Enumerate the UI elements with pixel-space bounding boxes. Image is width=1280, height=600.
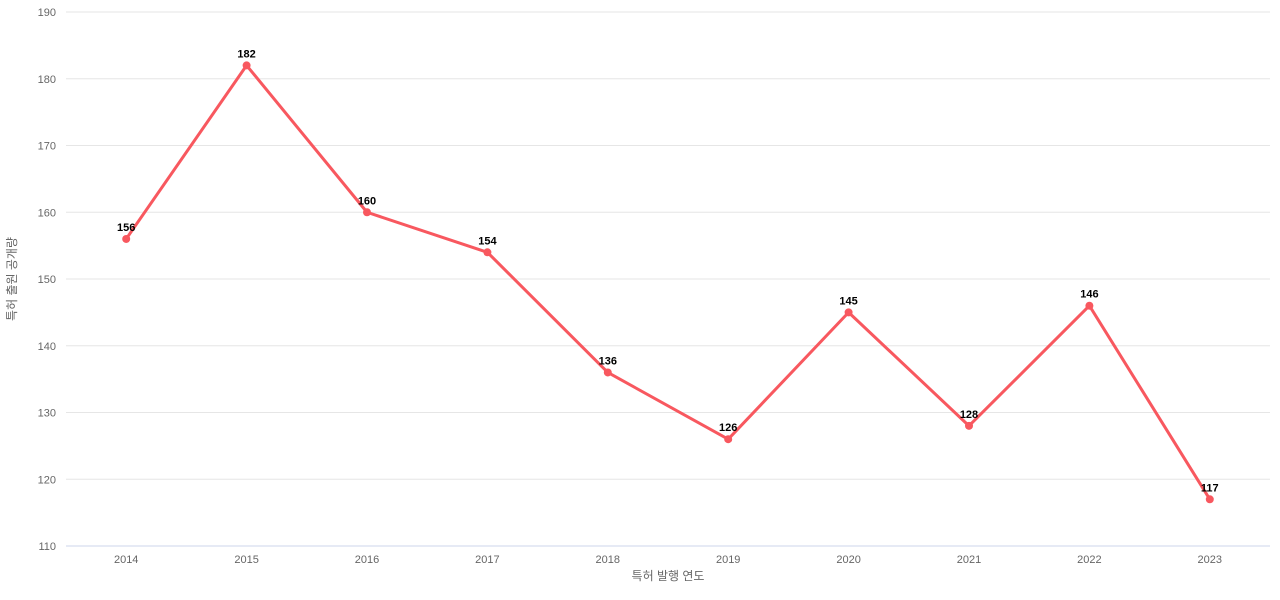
y-axis-title: 특허 출원 공개량 bbox=[5, 237, 19, 321]
data-point-label: 154 bbox=[478, 235, 497, 247]
data-point-marker[interactable] bbox=[1205, 495, 1214, 504]
y-tick-label: 150 bbox=[38, 274, 56, 286]
data-point-label: 128 bbox=[960, 409, 978, 421]
x-tick-label: 2019 bbox=[716, 554, 740, 566]
data-point-label: 160 bbox=[358, 195, 376, 207]
data-point-marker[interactable] bbox=[242, 61, 251, 70]
data-point-marker[interactable] bbox=[844, 308, 853, 317]
data-point-label: 182 bbox=[237, 48, 255, 60]
series-group bbox=[122, 61, 1214, 504]
data-point-label: 156 bbox=[117, 222, 135, 234]
axis-group: 2014 2015 2016 2017 2018 2019 2020 2021 2022 2023… bbox=[5, 237, 1270, 583]
y-tick-label: 120 bbox=[38, 474, 56, 486]
x-tick-label: 2021 bbox=[957, 554, 981, 566]
y-tick-label: 140 bbox=[38, 341, 56, 353]
labels-group: 156 182 160 154 136 126 145 128 146 117 bbox=[117, 48, 1219, 494]
data-point-marker[interactable] bbox=[363, 208, 371, 217]
data-point-marker[interactable] bbox=[483, 248, 492, 257]
y-tick-label: 190 bbox=[38, 7, 56, 19]
data-point-marker[interactable] bbox=[603, 368, 612, 377]
x-tick-label: 2016 bbox=[355, 554, 379, 566]
x-tick-label: 2023 bbox=[1198, 554, 1222, 566]
data-point-marker[interactable] bbox=[1085, 301, 1094, 310]
y-tick-label: 180 bbox=[38, 74, 56, 86]
x-tick-label: 2018 bbox=[596, 554, 620, 566]
x-tick-label: 2017 bbox=[475, 554, 499, 566]
y-tick-label: 160 bbox=[38, 207, 56, 219]
x-axis-title: 특허 발행 연도 bbox=[632, 568, 705, 583]
x-tick-label: 2022 bbox=[1077, 554, 1101, 566]
data-point-label: 146 bbox=[1080, 289, 1098, 301]
data-point-label: 136 bbox=[599, 355, 617, 367]
data-point-label: 126 bbox=[719, 422, 737, 434]
data-point-marker[interactable] bbox=[724, 435, 733, 444]
data-point-label: 117 bbox=[1201, 482, 1219, 494]
series-line bbox=[124, 63, 1212, 501]
x-tick-label: 2014 bbox=[114, 554, 138, 566]
data-point-marker[interactable] bbox=[965, 421, 973, 430]
y-tick-label: 170 bbox=[38, 141, 56, 153]
y-tick-label: 130 bbox=[38, 408, 56, 420]
x-tick-label: 2020 bbox=[836, 554, 860, 566]
data-point-marker[interactable] bbox=[122, 234, 131, 243]
x-tick-label: 2015 bbox=[234, 554, 258, 566]
data-point-label: 145 bbox=[839, 295, 857, 307]
y-tick-label: 110 bbox=[38, 541, 56, 553]
gridlines-group: 110 120 130 140 150 160 170 180 190 bbox=[38, 7, 1270, 553]
